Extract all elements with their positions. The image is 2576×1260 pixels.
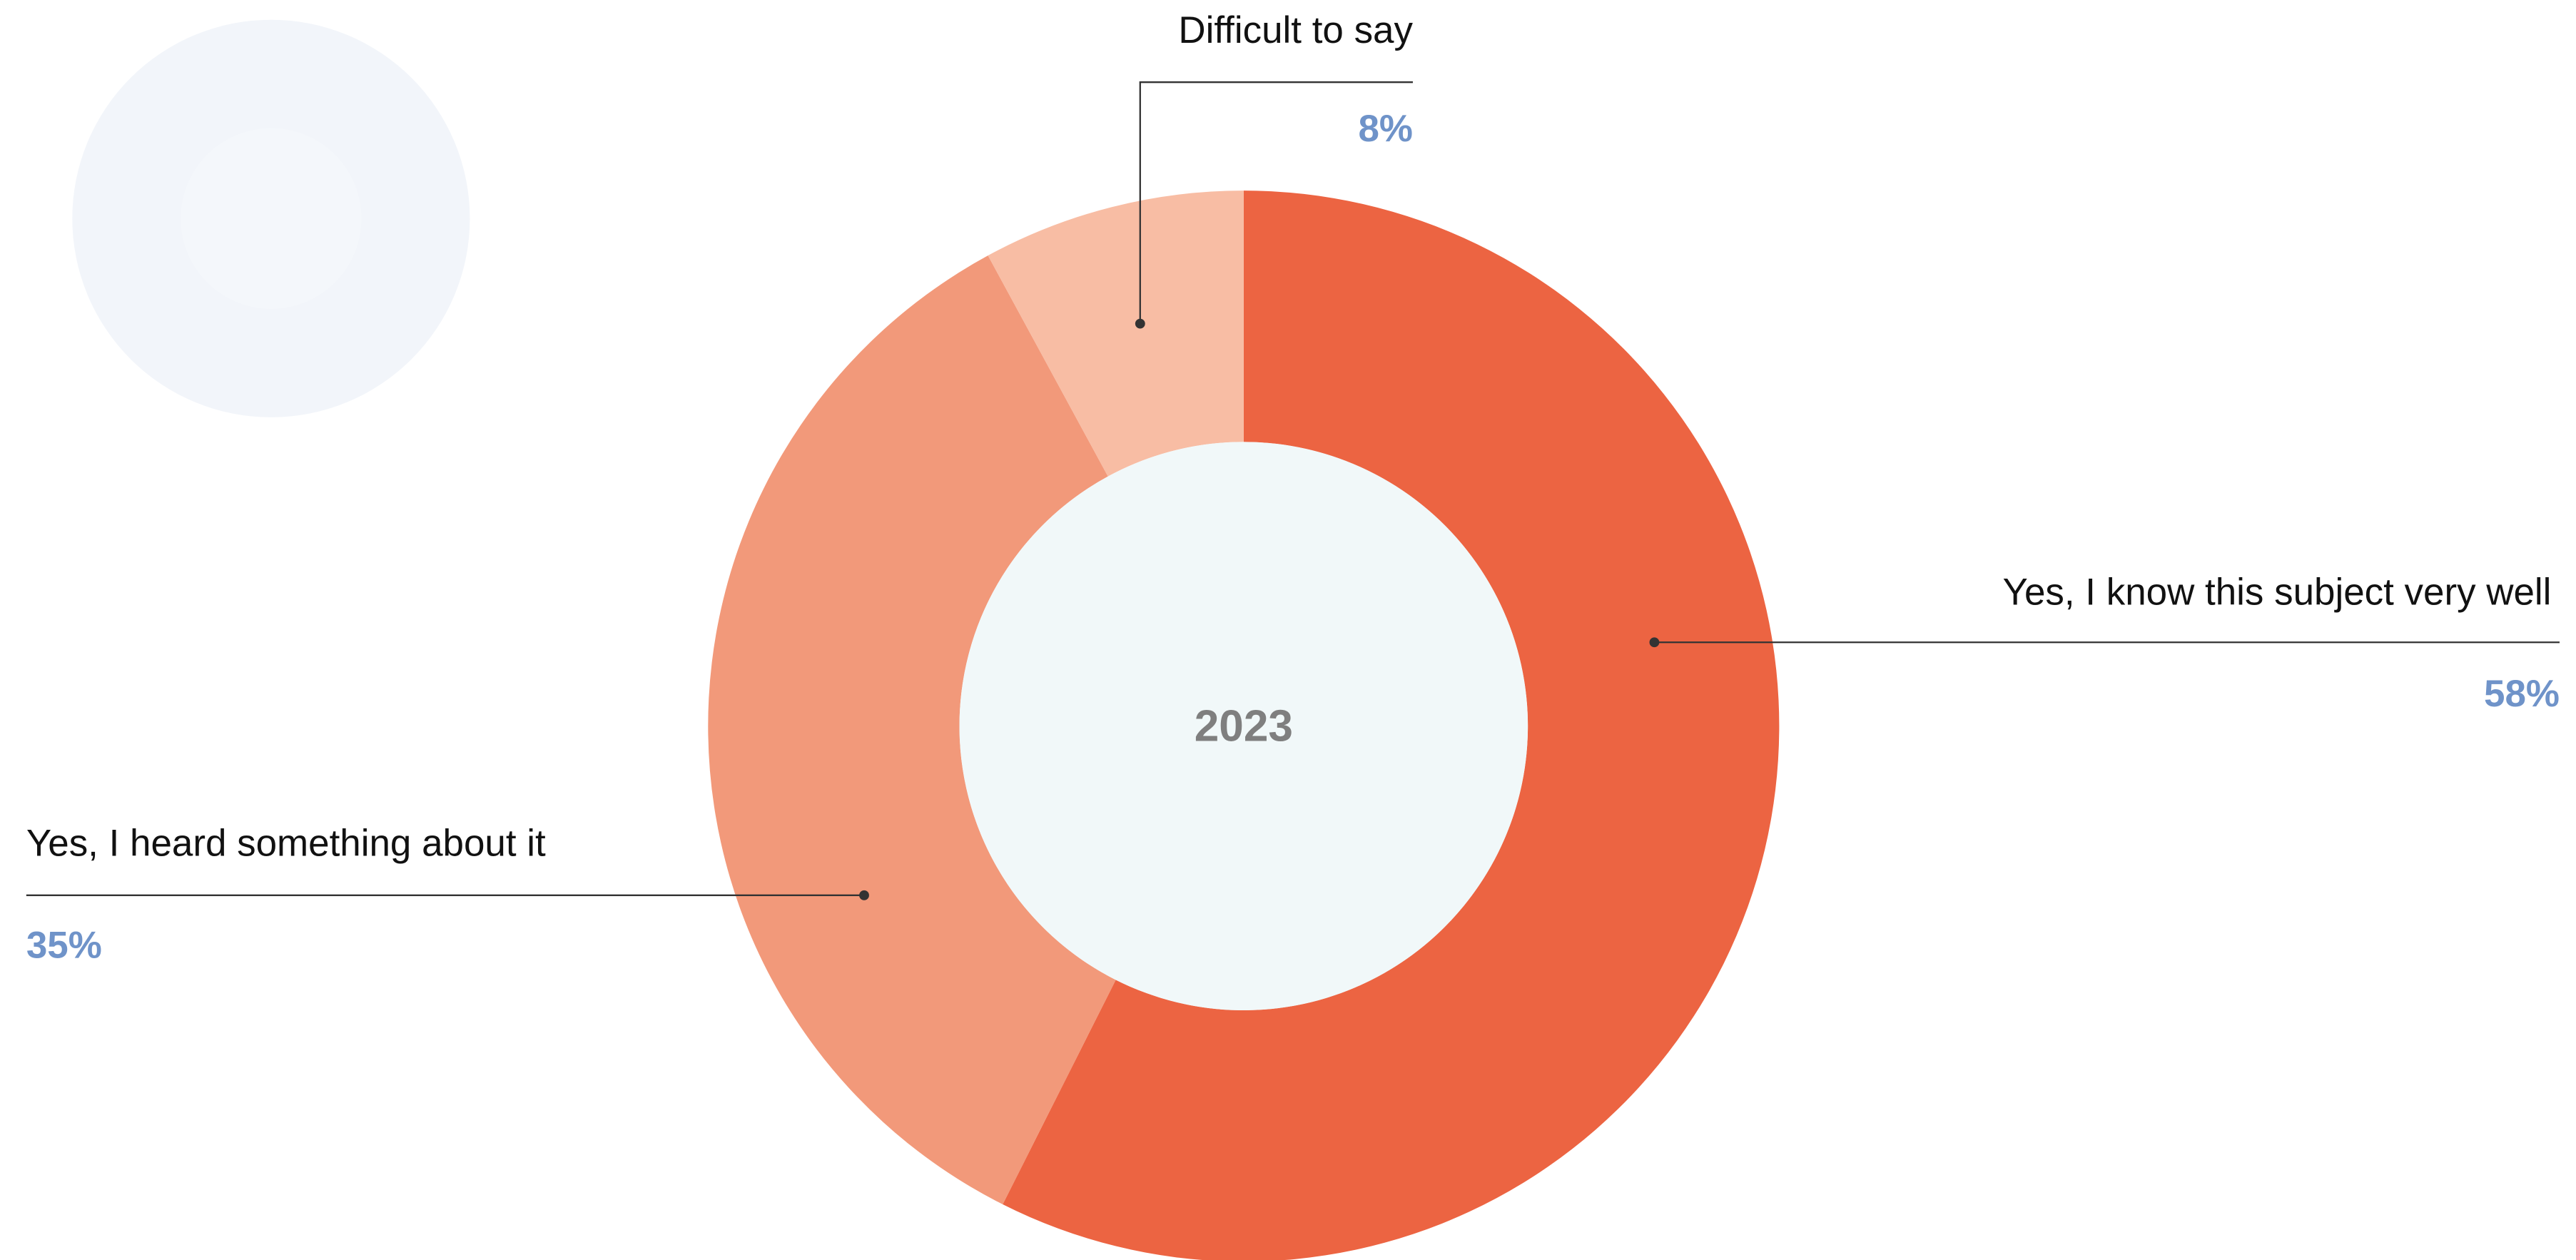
leader-line	[1139, 81, 1413, 324]
leader-dot	[1649, 637, 1660, 648]
value-label: 58%	[2484, 673, 2560, 715]
donut-slice	[1003, 190, 1780, 1260]
category-label: Yes, I heard something about it	[26, 823, 546, 865]
leader-dot	[859, 890, 869, 900]
category-label: Yes, I know this subject very well	[2003, 571, 2552, 613]
donut-slice	[988, 190, 1244, 477]
value-label: 8%	[1358, 108, 1413, 150]
category-label: Difficult to say	[1178, 9, 1413, 51]
decor-circle-inner	[181, 128, 362, 309]
leader-dot	[1135, 318, 1145, 329]
donut-slice	[708, 255, 1116, 1205]
center-label: 2023	[1195, 702, 1293, 751]
donut-hole	[959, 442, 1528, 1010]
value-label: 35%	[26, 924, 102, 966]
